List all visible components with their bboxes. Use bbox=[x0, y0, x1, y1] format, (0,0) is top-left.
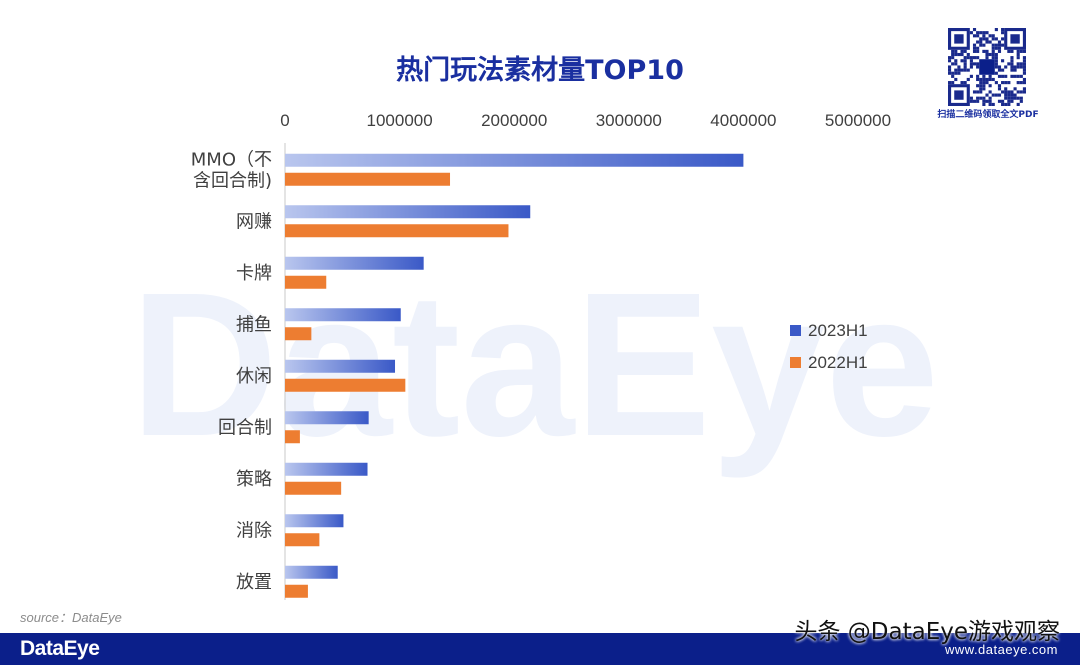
bar-2022H1-7 bbox=[285, 533, 320, 547]
legend-swatch-2022H1 bbox=[790, 357, 801, 368]
legend-swatch-2023H1 bbox=[790, 325, 801, 336]
chart-title: 热门玩法素材量TOP10 bbox=[396, 55, 684, 86]
bar-2023H1-1 bbox=[285, 205, 531, 219]
category-label: 捕鱼 bbox=[236, 314, 272, 335]
bar-2022H1-6 bbox=[285, 481, 342, 495]
bar-2023H1-5 bbox=[285, 411, 369, 425]
bar-2022H1-0 bbox=[285, 172, 451, 186]
category-label: 回合制 bbox=[218, 417, 272, 438]
footer-url: www.dataeye.com bbox=[945, 642, 1058, 657]
footer-credit: 头条 @DataEye游戏观察 bbox=[794, 619, 1060, 645]
bar-2023H1-7 bbox=[285, 514, 344, 528]
x-tick-label: 3000000 bbox=[596, 111, 662, 130]
x-tick-label: 2000000 bbox=[481, 111, 547, 130]
bar-2023H1-6 bbox=[285, 462, 368, 476]
legend-label: 2022H1 bbox=[808, 353, 868, 372]
bar-2023H1-0 bbox=[285, 153, 744, 167]
bar-2022H1-2 bbox=[285, 275, 327, 289]
footer-logo: DataEye bbox=[20, 637, 100, 660]
bar-2022H1-8 bbox=[285, 584, 308, 598]
x-tick-label: 4000000 bbox=[710, 111, 776, 130]
x-tick-label: 1000000 bbox=[367, 111, 433, 130]
bar-2023H1-2 bbox=[285, 256, 424, 270]
category-label: 休闲 bbox=[236, 366, 272, 387]
category-label: 消除 bbox=[236, 520, 272, 541]
qr-caption: 扫描二维码领取全文PDF bbox=[937, 110, 1039, 120]
source-note: source：DataEye bbox=[20, 610, 122, 625]
legend-label: 2023H1 bbox=[808, 321, 868, 340]
category-label: 网赚 bbox=[236, 211, 272, 232]
bar-2023H1-3 bbox=[285, 308, 401, 322]
bar-2022H1-5 bbox=[285, 430, 300, 444]
bars bbox=[285, 153, 744, 598]
bar-2023H1-8 bbox=[285, 565, 338, 579]
bar-2023H1-4 bbox=[285, 359, 396, 373]
background-watermark: DataEye bbox=[130, 250, 939, 479]
footer-bar bbox=[0, 633, 1080, 665]
qr-code[interactable] bbox=[948, 28, 1026, 106]
x-tick-label: 0 bbox=[280, 111, 289, 130]
category-label: MMO（不 bbox=[191, 149, 272, 170]
bar-2022H1-4 bbox=[285, 378, 406, 392]
category-label: 放置 bbox=[236, 572, 272, 593]
x-tick-label: 5000000 bbox=[825, 111, 891, 130]
qr-code-image bbox=[948, 28, 1026, 106]
legend: 2023H1 2022H1 bbox=[790, 321, 868, 372]
category-label: 含回合制) bbox=[193, 170, 272, 191]
category-label: 卡牌 bbox=[236, 263, 272, 284]
x-axis-ticks: 0 1000000 2000000 3000000 4000000 5000000 bbox=[280, 111, 891, 130]
category-label: 策略 bbox=[236, 469, 272, 490]
bar-2022H1-3 bbox=[285, 327, 312, 341]
bar-2022H1-1 bbox=[285, 224, 509, 238]
